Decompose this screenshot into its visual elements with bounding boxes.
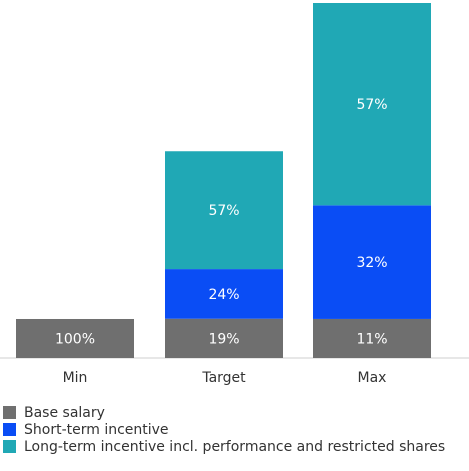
stacked-bar-chart: 100% 19% 24% 57% 11% 32% 57% Min Target Max <box>0 3 469 386</box>
data-label-min-0: 100% <box>55 331 95 347</box>
category-label-max: Max <box>358 370 387 386</box>
legend-swatch-base-salary <box>3 406 16 419</box>
legend-item-short-term-incentive: Short-term incentive <box>3 421 445 438</box>
category-label-min: Min <box>63 370 88 386</box>
legend-swatch-short-term-incentive <box>3 423 16 436</box>
data-label-target-1: 24% <box>208 287 239 303</box>
bar-segment-target-1 <box>165 269 283 319</box>
data-label-target-0: 19% <box>208 331 239 347</box>
bar-segment-target-2 <box>165 151 283 270</box>
bar-segment-max-2 <box>313 3 431 206</box>
data-label-max-2: 57% <box>356 97 387 113</box>
bar-segment-min-0 <box>16 318 134 358</box>
bar-segment-max-0 <box>313 318 431 358</box>
legend-label: Short-term incentive <box>24 421 169 438</box>
legend-label: Long-term incentive incl. performance an… <box>24 438 446 455</box>
category-labels-group: Min Target Max <box>63 370 387 386</box>
bar-segment-max-1 <box>313 205 431 319</box>
legend-label: Base salary <box>24 404 105 421</box>
legend-item-long-term-incentive: Long-term incentive incl. performance an… <box>3 438 445 455</box>
legend-item-base-salary: Base salary <box>3 404 445 421</box>
legend-swatch-long-term-incentive <box>3 440 16 453</box>
bar-segment-target-0 <box>165 318 283 358</box>
data-label-max-1: 32% <box>356 255 387 271</box>
data-label-target-2: 57% <box>208 203 239 219</box>
category-label-target: Target <box>201 370 246 386</box>
data-label-max-0: 11% <box>356 331 387 347</box>
bars-group: 100% 19% 24% 57% 11% 32% 57% <box>16 3 431 358</box>
legend: Base salary Short-term incentive Long-te… <box>3 404 445 455</box>
